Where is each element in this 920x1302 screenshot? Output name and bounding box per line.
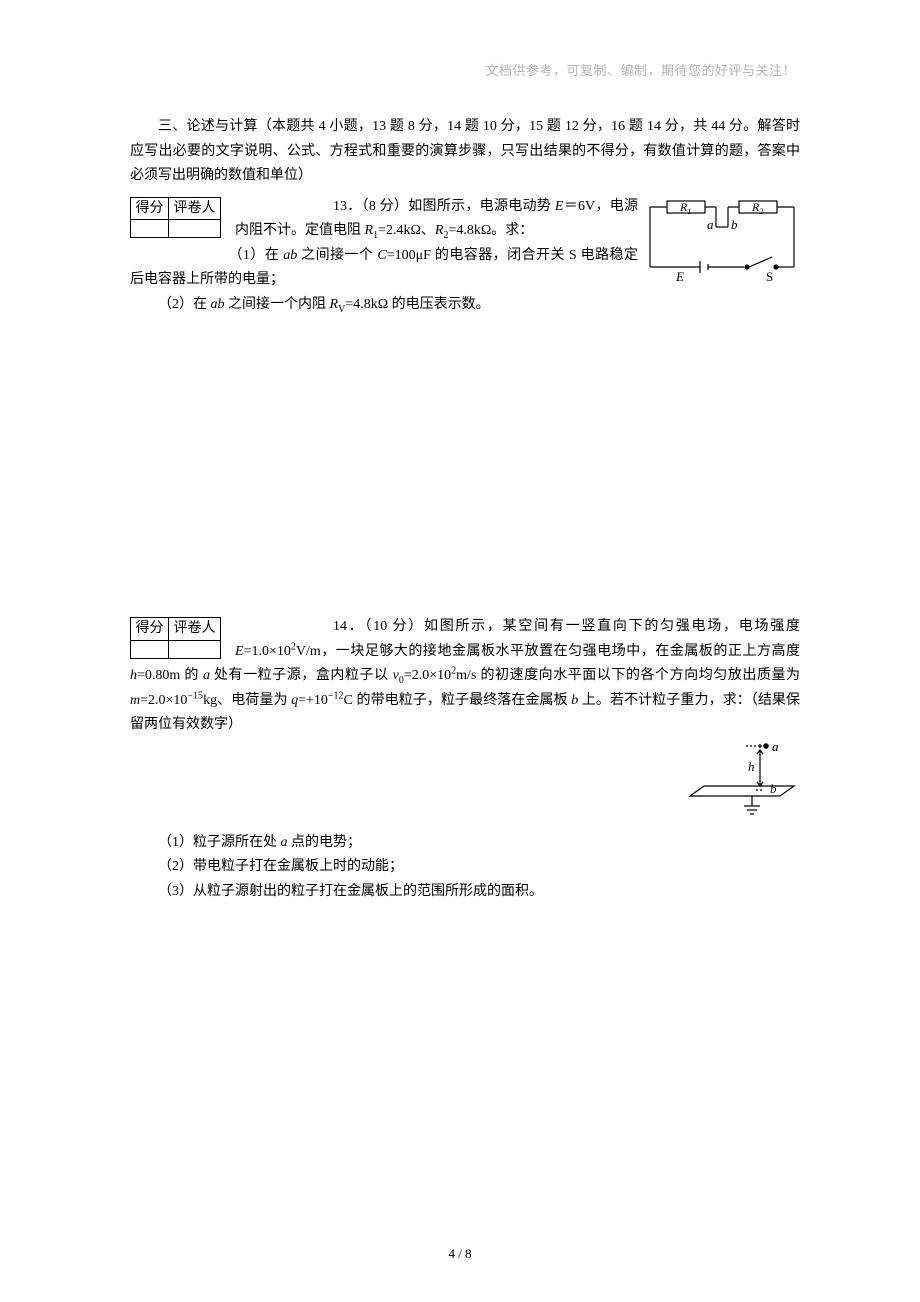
p14-stem: 14．（10 分）如图所示，某空间有一竖直向下的匀强电场，电场强度 E=1.0×… <box>130 615 800 738</box>
problem-13: 得分 评卷人 <box>130 195 800 318</box>
score-box-13: 得分 评卷人 <box>130 197 221 239</box>
score-col1-header: 得分 <box>131 618 169 641</box>
circuit-label-a: a <box>707 217 714 232</box>
p14-sub1: （1）粒子源所在处 a 点的电势； <box>130 831 800 856</box>
efield-figure: a h b <box>680 740 800 827</box>
score-col2-header: 评卷人 <box>169 618 221 641</box>
efield-label-h: h <box>748 759 755 774</box>
circuit-label-e: E <box>675 269 684 283</box>
score-table: 得分 评卷人 <box>130 617 221 659</box>
circuit-figure: R1 R2 a b E S <box>644 197 800 288</box>
score-box-14: 得分 评卷人 <box>130 617 221 659</box>
circuit-label-b: b <box>731 217 738 232</box>
p13-sub2: （2）在 ab 之间接一个内阻 RV=4.8kΩ 的电压表示数。 <box>130 293 800 318</box>
problem-14: 得分 评卷人 14．（10 分）如图所示，某空间有一竖直向下的匀强电场，电场强度… <box>130 615 800 904</box>
header-note: 文档供参考，可复制、编制，期待您的好评与关注！ <box>130 60 800 79</box>
efield-label-a: a <box>772 740 779 754</box>
score-col2-header: 评卷人 <box>169 197 221 220</box>
score-col1-header: 得分 <box>131 197 169 220</box>
score-col1-cell <box>131 640 169 658</box>
circuit-label-s: S <box>766 269 773 283</box>
efield-label-b: b <box>770 781 777 796</box>
circuit-label-r2: R2 <box>751 200 763 216</box>
p14-sub3: （3）从粒子源射出的粒子打在金属板上的范围所形成的面积。 <box>130 880 800 905</box>
score-col2-cell <box>169 220 221 238</box>
score-col1-cell <box>131 220 169 238</box>
score-col2-cell <box>169 640 221 658</box>
p14-sub2: （2）带电粒子打在金属板上时的动能； <box>130 855 800 880</box>
score-table: 得分 评卷人 <box>130 197 221 239</box>
section-intro: 三、论述与计算（本题共 4 小题，13 题 8 分，14 题 10 分，15 题… <box>130 115 800 189</box>
circuit-label-r1: R1 <box>679 200 691 216</box>
page-footer: 4 / 8 <box>0 1246 920 1262</box>
